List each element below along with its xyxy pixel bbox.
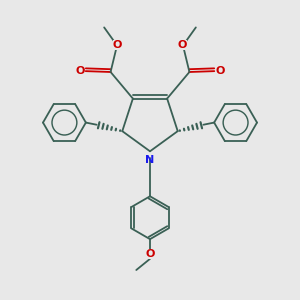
Text: O: O	[75, 66, 84, 76]
Text: O: O	[100, 18, 107, 27]
Text: O: O	[216, 66, 225, 76]
Text: N: N	[146, 155, 154, 165]
Text: O: O	[145, 249, 155, 259]
Text: O: O	[178, 40, 187, 50]
Text: O: O	[113, 40, 122, 50]
